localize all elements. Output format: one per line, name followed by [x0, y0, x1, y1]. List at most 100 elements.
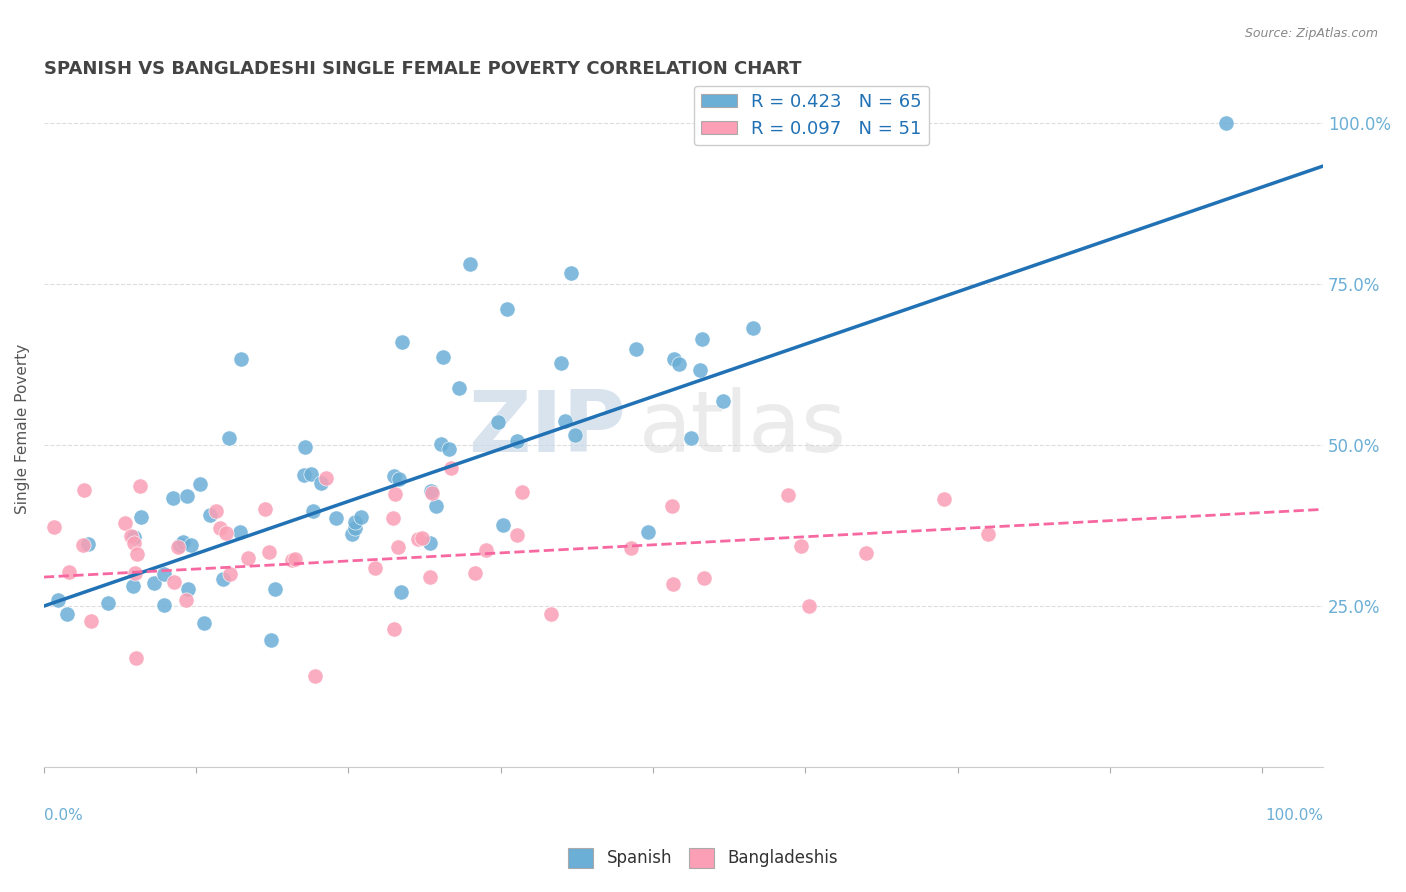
Point: [302, 503, 325, 517]
Point: [162, 491, 184, 505]
Point: [689, 363, 711, 377]
Point: [77, 537, 100, 551]
Point: [364, 560, 387, 574]
Point: [131, 510, 153, 524]
Point: [550, 356, 572, 370]
Point: [343, 520, 366, 534]
Point: [193, 615, 215, 630]
Point: [458, 257, 481, 271]
Text: SPANISH VS BANGLADESHI SINGLE FEMALE POVERTY CORRELATION CHART: SPANISH VS BANGLADESHI SINGLE FEMALE POV…: [44, 60, 801, 78]
Point: [488, 415, 510, 429]
Point: [492, 517, 515, 532]
Point: [681, 431, 703, 445]
Point: [122, 535, 145, 549]
Point: [127, 548, 149, 562]
Text: ZIP: ZIP: [468, 387, 626, 470]
Legend: Spanish, Bangladeshis: Spanish, Bangladeshis: [561, 841, 845, 875]
Point: [449, 381, 471, 395]
Point: [512, 484, 534, 499]
Point: [384, 487, 406, 501]
Point: [315, 471, 337, 485]
Point: [180, 538, 202, 552]
Point: [382, 622, 405, 636]
Point: [128, 479, 150, 493]
Point: [208, 521, 231, 535]
Point: [475, 542, 498, 557]
Point: [152, 566, 174, 581]
Point: [292, 467, 315, 482]
Point: [218, 431, 240, 445]
Point: [855, 546, 877, 560]
Point: [153, 598, 176, 612]
Point: [215, 526, 238, 541]
Point: [440, 461, 463, 475]
Point: [711, 393, 734, 408]
Point: [662, 352, 685, 367]
Point: [382, 511, 405, 525]
Point: [257, 545, 280, 559]
Point: [124, 566, 146, 581]
Point: [264, 582, 287, 597]
Point: [420, 486, 443, 500]
Point: [299, 467, 322, 481]
Text: atlas: atlas: [638, 387, 846, 470]
Point: [384, 469, 406, 483]
Text: Source: ZipAtlas.com: Source: ZipAtlas.com: [1244, 27, 1378, 40]
Point: [80, 614, 103, 628]
Text: 0.0%: 0.0%: [44, 808, 83, 823]
Point: [311, 476, 333, 491]
Point: [120, 529, 142, 543]
Point: [304, 669, 326, 683]
Point: [280, 553, 302, 567]
Point: [253, 502, 276, 516]
Point: [229, 525, 252, 540]
Point: [624, 343, 647, 357]
Point: [122, 530, 145, 544]
Point: [284, 552, 307, 566]
Point: [668, 357, 690, 371]
Point: [692, 571, 714, 585]
Point: [325, 510, 347, 524]
Point: [176, 489, 198, 503]
Point: [142, 575, 165, 590]
Point: [167, 540, 190, 554]
Point: [125, 650, 148, 665]
Y-axis label: Single Female Poverty: Single Female Poverty: [15, 343, 30, 514]
Point: [231, 351, 253, 366]
Point: [540, 607, 562, 621]
Point: [162, 574, 184, 589]
Point: [690, 332, 713, 346]
Point: [200, 508, 222, 522]
Point: [294, 440, 316, 454]
Point: [72, 538, 94, 552]
Point: [44, 520, 66, 534]
Point: [387, 540, 409, 554]
Point: [344, 515, 367, 529]
Point: [619, 541, 641, 556]
Point: [46, 592, 69, 607]
Point: [260, 632, 283, 647]
Point: [340, 527, 363, 541]
Point: [169, 538, 191, 552]
Point: [495, 302, 517, 317]
Point: [506, 528, 529, 542]
Point: [778, 488, 800, 502]
Point: [437, 442, 460, 456]
Point: [977, 527, 1000, 541]
Point: [506, 434, 529, 448]
Point: [637, 524, 659, 539]
Point: [114, 516, 136, 530]
Point: [419, 536, 441, 550]
Point: [55, 607, 77, 621]
Point: [97, 596, 120, 610]
Point: [190, 477, 212, 491]
Text: 100.0%: 100.0%: [1265, 808, 1323, 823]
Point: [1215, 115, 1237, 129]
Point: [932, 492, 955, 507]
Point: [464, 566, 486, 581]
Point: [797, 599, 820, 614]
Point: [420, 484, 443, 499]
Point: [430, 436, 453, 450]
Point: [564, 427, 586, 442]
Point: [432, 350, 454, 364]
